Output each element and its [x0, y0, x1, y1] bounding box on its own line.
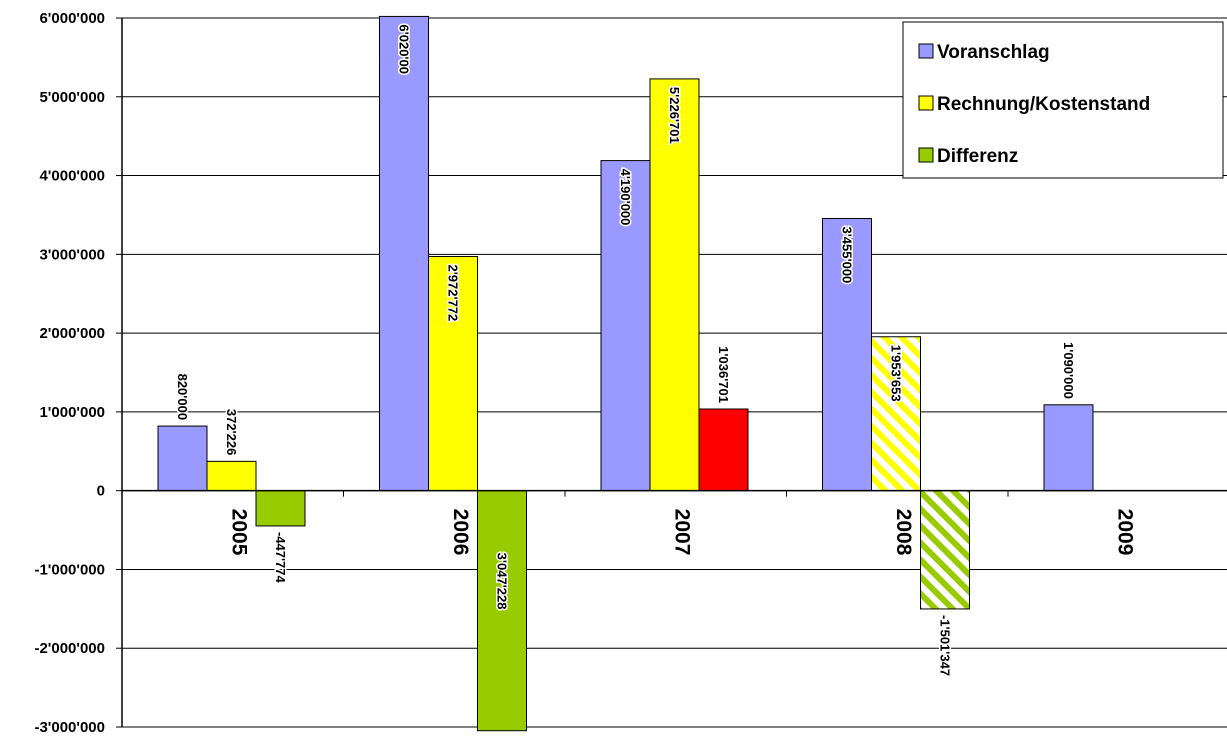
y-tick-label: 5'000'000	[39, 89, 105, 106]
data-label-2008-0: 3'455'000	[840, 226, 855, 283]
bar-voranschlag-2008	[822, 217, 872, 492]
x-tick-label-2009: 2009	[1114, 509, 1137, 556]
y-tick-label: 3'000'000	[39, 246, 105, 263]
y-tick-label: 6'000'000	[39, 10, 105, 27]
bar-differenz-2005	[255, 490, 306, 527]
bar-differenz-2006	[477, 490, 527, 732]
bar-differenz-2008	[920, 490, 970, 610]
legend-label: Differenz	[937, 146, 1018, 167]
bar-voranschlag-2005	[157, 425, 208, 492]
data-label-2008-1: 1'953'653	[889, 345, 904, 402]
data-label-2006-1: 2'972'772	[446, 264, 461, 321]
y-tick-label: 0	[97, 483, 105, 500]
legend-swatch	[918, 43, 934, 59]
y-tick-label: 4'000'000	[39, 168, 105, 185]
data-labels: 820'000 372'226 -447'774 6'020'00 2'972'772 3…	[174, 23, 1078, 678]
bar-differenz-2007	[698, 408, 749, 492]
y-tick-label: 1'000'000	[39, 404, 105, 421]
y-tick-label: -1'000'000	[34, 561, 105, 578]
data-label-2005-2: -447'774	[273, 532, 288, 584]
legend-swatch	[918, 95, 934, 111]
bar-voranschlag-2007	[600, 160, 651, 492]
axes: 6'000'000 5'000'000 4'000'000 3'000'000 2'00…	[34, 10, 1227, 736]
bar-rechnung-kostenstand-2006	[428, 255, 478, 492]
x-tick-label-2005: 2005	[228, 509, 251, 556]
legend: Voranschlag Rechnung/Kostenstand Differenz	[902, 21, 1224, 179]
data-label-2008-2: -1'501'347	[938, 615, 953, 676]
x-tick-label-2007: 2007	[671, 509, 694, 556]
data-label-2007-0: 4'190'000	[618, 169, 633, 226]
data-label-2007-1: 5'226'701	[667, 87, 682, 144]
data-label-2007-2: 1'036'701	[716, 346, 731, 403]
legend-box	[902, 21, 1224, 179]
bar-rechnung-kostenstand-2007	[649, 78, 700, 492]
x-tick-label-2006: 2006	[449, 509, 472, 556]
bar-rechnung-kostenstand-2008	[871, 336, 921, 492]
data-label-2006-2: 3'047'228	[495, 553, 510, 610]
legend-swatch	[918, 147, 934, 163]
y-tick-label: -2'000'000	[34, 640, 105, 657]
legend-label: Rechnung/Kostenstand	[937, 94, 1150, 115]
data-label-2006-0: 6'020'00	[397, 24, 412, 74]
bar-voranschlag-2009	[1043, 404, 1094, 492]
x-tick-label-2008: 2008	[892, 509, 915, 556]
data-label-2005-0: 820'000	[175, 374, 190, 420]
bar-rechnung-kostenstand-2005	[206, 460, 257, 492]
data-label-2005-1: 372'226	[224, 409, 239, 455]
y-tick-label: 2'000'000	[39, 325, 105, 342]
y-tick-label: -3'000'000	[34, 719, 105, 736]
bars	[157, 15, 1094, 732]
data-label-2009-0: 1'090'000	[1061, 342, 1076, 399]
legend-label: Voranschlag	[937, 42, 1050, 63]
bar-voranschlag-2006	[379, 15, 429, 492]
